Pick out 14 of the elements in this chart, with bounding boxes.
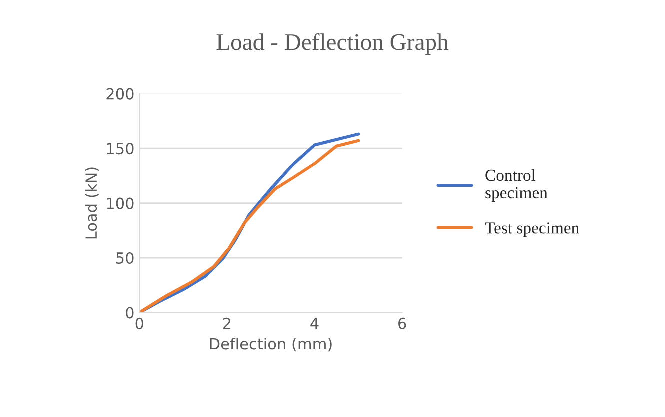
legend-label: Test specimen <box>485 222 580 238</box>
y-tick-label: 0 <box>126 307 134 319</box>
chart-title: Load - Deflection Graph <box>216 33 449 56</box>
y-axis-title: Load (kN) <box>85 168 99 239</box>
x-tick-label: 0 <box>136 318 144 330</box>
x-tick-label: 6 <box>398 318 406 330</box>
legend-label: Control specimen <box>486 169 548 202</box>
y-tick-label: 150 <box>107 143 134 155</box>
y-tick-label: 50 <box>116 252 134 264</box>
y-tick-label: 100 <box>107 198 134 210</box>
x-axis-title: Deflection (mm) <box>210 338 332 352</box>
y-tick-label: 200 <box>106 88 134 100</box>
x-tick-label: 2 <box>223 318 231 330</box>
x-tick-label: 4 <box>310 318 319 330</box>
